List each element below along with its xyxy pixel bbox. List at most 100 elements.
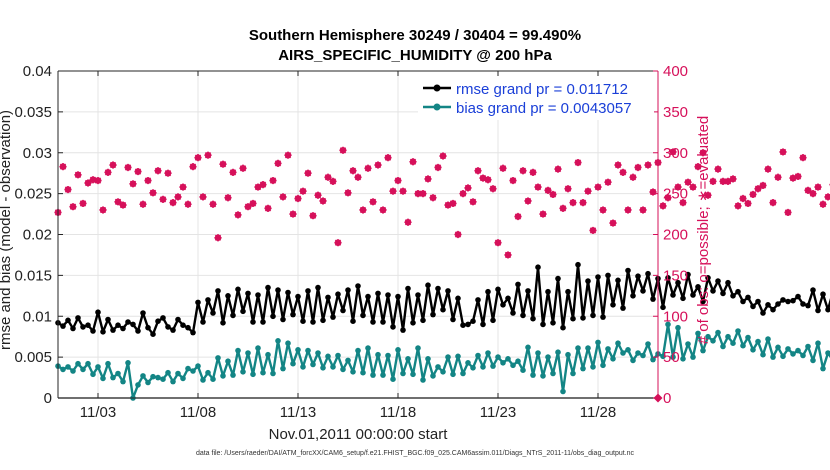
obs-count-point xyxy=(339,146,347,154)
obs-evaluated-marker xyxy=(509,176,517,185)
bias-point xyxy=(750,347,756,353)
y-tick-label-right: 150 xyxy=(663,267,688,284)
rmse-point xyxy=(665,275,671,281)
obs-count-point xyxy=(204,151,212,159)
bias-point xyxy=(820,365,826,372)
rmse-point xyxy=(690,292,696,298)
obs-count-point xyxy=(604,178,612,186)
obs-count-point xyxy=(609,219,617,227)
bias-point xyxy=(735,328,741,334)
obs-count-point xyxy=(194,154,202,162)
obs-evaluated-marker xyxy=(639,206,647,214)
bias-point xyxy=(510,362,516,369)
rmse-point xyxy=(545,288,551,295)
bias-point xyxy=(210,376,216,383)
rmse-point xyxy=(505,295,511,302)
rmse-point xyxy=(550,320,556,326)
obs-evaluated-marker xyxy=(684,178,692,186)
obs-count-point xyxy=(764,165,772,173)
obs-evaluated-marker xyxy=(304,169,312,177)
obs-count-point xyxy=(124,163,132,172)
obs-count-point xyxy=(374,161,382,169)
obs-count-point xyxy=(409,158,417,166)
rmse-point xyxy=(515,281,521,288)
rmse-point xyxy=(240,308,246,315)
bias-point xyxy=(385,352,391,359)
obs-evaluated-marker xyxy=(634,163,642,172)
obs-count-point xyxy=(774,173,782,181)
obs-evaluated-marker xyxy=(464,184,472,192)
rmse-point xyxy=(215,288,221,294)
legend-marker-bias xyxy=(433,103,441,111)
obs-evaluated-marker xyxy=(109,161,117,169)
rmse-point xyxy=(715,278,721,284)
bias-point xyxy=(825,350,830,356)
rmse-point xyxy=(490,317,496,324)
legend-label-bias: bias grand pr = 0.0043057 xyxy=(456,100,632,117)
obs-count-point xyxy=(799,154,807,162)
rmse-point xyxy=(440,306,446,313)
rmse-point xyxy=(705,275,711,281)
bias-point xyxy=(175,370,181,377)
bias-point xyxy=(625,347,631,353)
rmse-point xyxy=(680,295,686,302)
rmse-point xyxy=(280,316,286,323)
obs-count-point xyxy=(214,234,222,242)
obs-count-point xyxy=(814,183,822,191)
obs-evaluated-marker xyxy=(274,159,282,167)
obs-evaluated-marker xyxy=(574,158,582,167)
obs-count-point xyxy=(69,203,77,211)
bias-point xyxy=(135,382,141,388)
obs-count-point xyxy=(594,183,602,191)
obs-count-point xyxy=(379,206,387,214)
bias-point xyxy=(600,362,606,369)
axes-layer: 11/03 11/08 11/13 11/18 11/23 11/28 0 0.005 0.01… xyxy=(14,63,688,421)
bias-point xyxy=(605,346,611,352)
chart-subtitle: AIRS_SPECIFIC_HUMIDITY @ 200 hPa xyxy=(278,47,552,64)
obs-evaluated-marker xyxy=(454,230,462,239)
bias-point xyxy=(350,369,356,375)
bias-point xyxy=(115,370,121,377)
bias-point xyxy=(120,378,126,385)
obs-count-point xyxy=(554,165,562,173)
bias-line xyxy=(57,323,830,400)
obs-count-point xyxy=(584,187,592,195)
obs-evaluated-marker xyxy=(664,194,672,202)
rmse-point xyxy=(100,329,106,335)
obs-evaluated-marker xyxy=(754,185,762,193)
obs-count-point xyxy=(329,177,337,185)
obs-count-point xyxy=(744,199,752,208)
obs-count-point xyxy=(454,230,462,239)
obs-evaluated-marker xyxy=(184,200,192,208)
bias-point xyxy=(345,357,351,364)
obs-count-point xyxy=(419,190,427,198)
bias-point xyxy=(105,360,111,367)
rmse-point xyxy=(310,319,316,325)
bias-point xyxy=(455,353,461,360)
bias-point xyxy=(690,354,696,360)
bias-point xyxy=(325,353,331,360)
rmse-point xyxy=(725,279,731,286)
obs-count-point xyxy=(294,194,302,203)
rmse-point xyxy=(820,291,826,298)
obs-count-point xyxy=(119,201,127,209)
bias-point xyxy=(280,365,286,372)
bias-point xyxy=(335,352,341,359)
rmse-point xyxy=(730,293,736,299)
obs-count-point xyxy=(644,161,652,169)
bias-point xyxy=(490,363,496,369)
bias-point xyxy=(790,351,796,357)
rmse-point xyxy=(535,264,541,271)
obs-count-point xyxy=(779,148,787,156)
rmse-point xyxy=(660,304,666,311)
obs-count-point xyxy=(694,163,702,171)
rmse-point xyxy=(415,292,421,298)
bias-point xyxy=(200,377,206,383)
bias-point xyxy=(110,374,116,381)
rmse-point xyxy=(685,271,691,278)
rmse-point xyxy=(285,289,291,296)
obs-evaluated-marker xyxy=(339,146,347,154)
obs-count-point xyxy=(274,159,282,167)
obs-evaluated-marker xyxy=(529,168,537,176)
